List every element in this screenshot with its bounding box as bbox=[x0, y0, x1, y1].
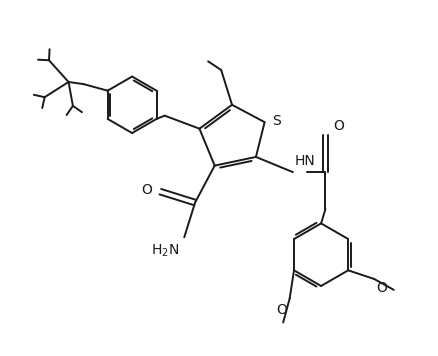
Text: O: O bbox=[141, 183, 152, 197]
Text: S: S bbox=[272, 114, 281, 128]
Text: O: O bbox=[333, 119, 344, 133]
Text: H$_2$N: H$_2$N bbox=[151, 242, 179, 259]
Text: O: O bbox=[376, 281, 387, 295]
Text: HN: HN bbox=[295, 154, 316, 168]
Text: O: O bbox=[277, 303, 287, 317]
